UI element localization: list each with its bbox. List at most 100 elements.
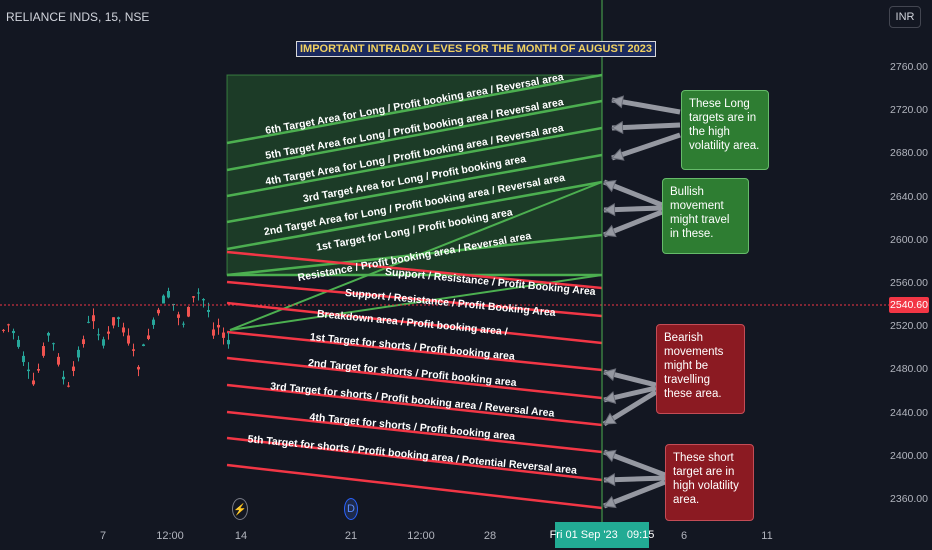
candle-body: [92, 315, 95, 322]
crosshair-date-label: Fri 01 Sep '23 09:15: [550, 522, 654, 548]
candle-body: [7, 324, 10, 326]
candle-body: [217, 324, 220, 328]
candle-body: [132, 349, 135, 351]
candle-body: [187, 306, 190, 317]
candle-body: [37, 369, 40, 371]
short-level-line[interactable]: [226, 463, 603, 510]
callout-arrow: [603, 179, 663, 208]
callout-arrows: [602, 95, 681, 509]
currency-button[interactable]: INR: [889, 6, 921, 28]
price-axis-tick: 2560.00: [890, 277, 928, 289]
price-candles: [2, 287, 230, 388]
candle-body: [67, 385, 70, 387]
candle-body: [177, 314, 180, 318]
candle-body: [47, 332, 50, 336]
short-level-line[interactable]: [226, 356, 603, 400]
candle-body: [57, 356, 60, 365]
short-level-line[interactable]: [226, 301, 603, 345]
candle-body: [127, 335, 130, 344]
short-level-line[interactable]: [226, 280, 603, 318]
candle-body: [52, 343, 55, 345]
long-level-line[interactable]: [226, 126, 603, 198]
time-axis-tick: 11: [761, 530, 773, 542]
candle-body: [97, 334, 100, 336]
long-level-line[interactable]: [226, 73, 603, 145]
callout-arrow: [602, 203, 663, 217]
candle-body: [17, 339, 20, 347]
callout-arrow: [602, 368, 657, 388]
time-axis-tick: 7: [99, 530, 107, 542]
candle-body: [197, 292, 200, 294]
candle-body: [142, 344, 145, 347]
candle-body: [42, 346, 45, 356]
flash-event-icon[interactable]: ⚡: [232, 498, 248, 520]
candle-body: [147, 335, 150, 339]
candle-body: [2, 329, 5, 331]
short-level-label: 5th Target for shorts / Profit booking a…: [247, 433, 577, 477]
candle-body: [192, 296, 195, 298]
callout-arrow: [610, 120, 681, 135]
candle-body: [202, 299, 205, 301]
candle-body: [167, 291, 170, 298]
candle-body: [182, 323, 185, 325]
long-level-line[interactable]: [226, 99, 603, 172]
note-bullish-movement: Bullish movement might travel in these.: [662, 178, 749, 254]
short-level-line[interactable]: [226, 383, 603, 427]
candle-body: [207, 309, 210, 312]
long-fan-line[interactable]: [229, 274, 603, 331]
callout-arrow: [602, 473, 666, 487]
candle-body: [62, 376, 65, 380]
note-long-high-volatility: These Long targets are in the high volat…: [681, 90, 769, 170]
long-level-line[interactable]: [226, 180, 603, 251]
candle-body: [117, 317, 120, 320]
short-level-line[interactable]: [226, 250, 603, 290]
candle-body: [22, 355, 25, 363]
candle-body: [157, 309, 160, 314]
callout-arrow: [603, 479, 666, 509]
short-level-label: 2nd Target for shorts / Profit booking a…: [308, 357, 518, 389]
time-axis-tick: 28: [483, 530, 497, 542]
callout-arrow: [603, 449, 666, 478]
note-short-high-volatility: These short target are in high volatilit…: [665, 444, 754, 521]
short-level-line[interactable]: [226, 330, 603, 372]
candle-body: [212, 329, 215, 336]
long-level-line[interactable]: [226, 233, 603, 277]
candle-body: [227, 339, 230, 345]
time-axis-tick: 14: [234, 530, 248, 542]
long-target-lines: [226, 73, 603, 331]
short-target-lines: [226, 250, 603, 510]
callout-arrow: [610, 95, 681, 115]
candle-body: [137, 366, 140, 370]
chart-banner-title: IMPORTANT INTRADAY LEVES FOR THE MONTH O…: [296, 41, 657, 57]
time-axis-tick: 12:00: [407, 530, 435, 542]
long-level-line[interactable]: [226, 153, 603, 224]
short-level-label: 4th Target for shorts / Profit booking a…: [309, 411, 516, 443]
price-axis-tick: 2760.00: [890, 61, 928, 73]
candle-body: [172, 303, 175, 305]
dividend-event-icon[interactable]: D: [344, 498, 358, 520]
price-axis-tick: 2440.00: [890, 406, 928, 419]
candle-body: [222, 332, 225, 338]
candle-body: [112, 317, 115, 326]
short-level-line[interactable]: [226, 410, 603, 454]
short-level-line[interactable]: [226, 436, 603, 482]
candle-body: [87, 321, 90, 323]
current-price-tag: 2540.60: [889, 297, 929, 313]
price-axis-tick: 2720.00: [890, 104, 928, 117]
time-axis-tick: 21: [344, 530, 358, 542]
price-axis-tick: 2600.00: [890, 233, 928, 246]
time-axis-tick: 6: [680, 530, 688, 542]
price-axis-tick: 2520.00: [890, 320, 928, 333]
candle-body: [27, 369, 30, 372]
candle-body: [162, 295, 165, 304]
time-axis-tick: 12:00: [156, 530, 184, 542]
candle-body: [152, 319, 155, 325]
callout-arrow: [603, 209, 663, 238]
callout-arrow: [611, 132, 681, 161]
candle-body: [82, 339, 85, 345]
candle-body: [72, 366, 75, 371]
candle-body: [12, 330, 15, 334]
symbol-title: RELIANCE INDS, 15, NSE: [6, 10, 150, 24]
candle-body: [32, 380, 35, 385]
